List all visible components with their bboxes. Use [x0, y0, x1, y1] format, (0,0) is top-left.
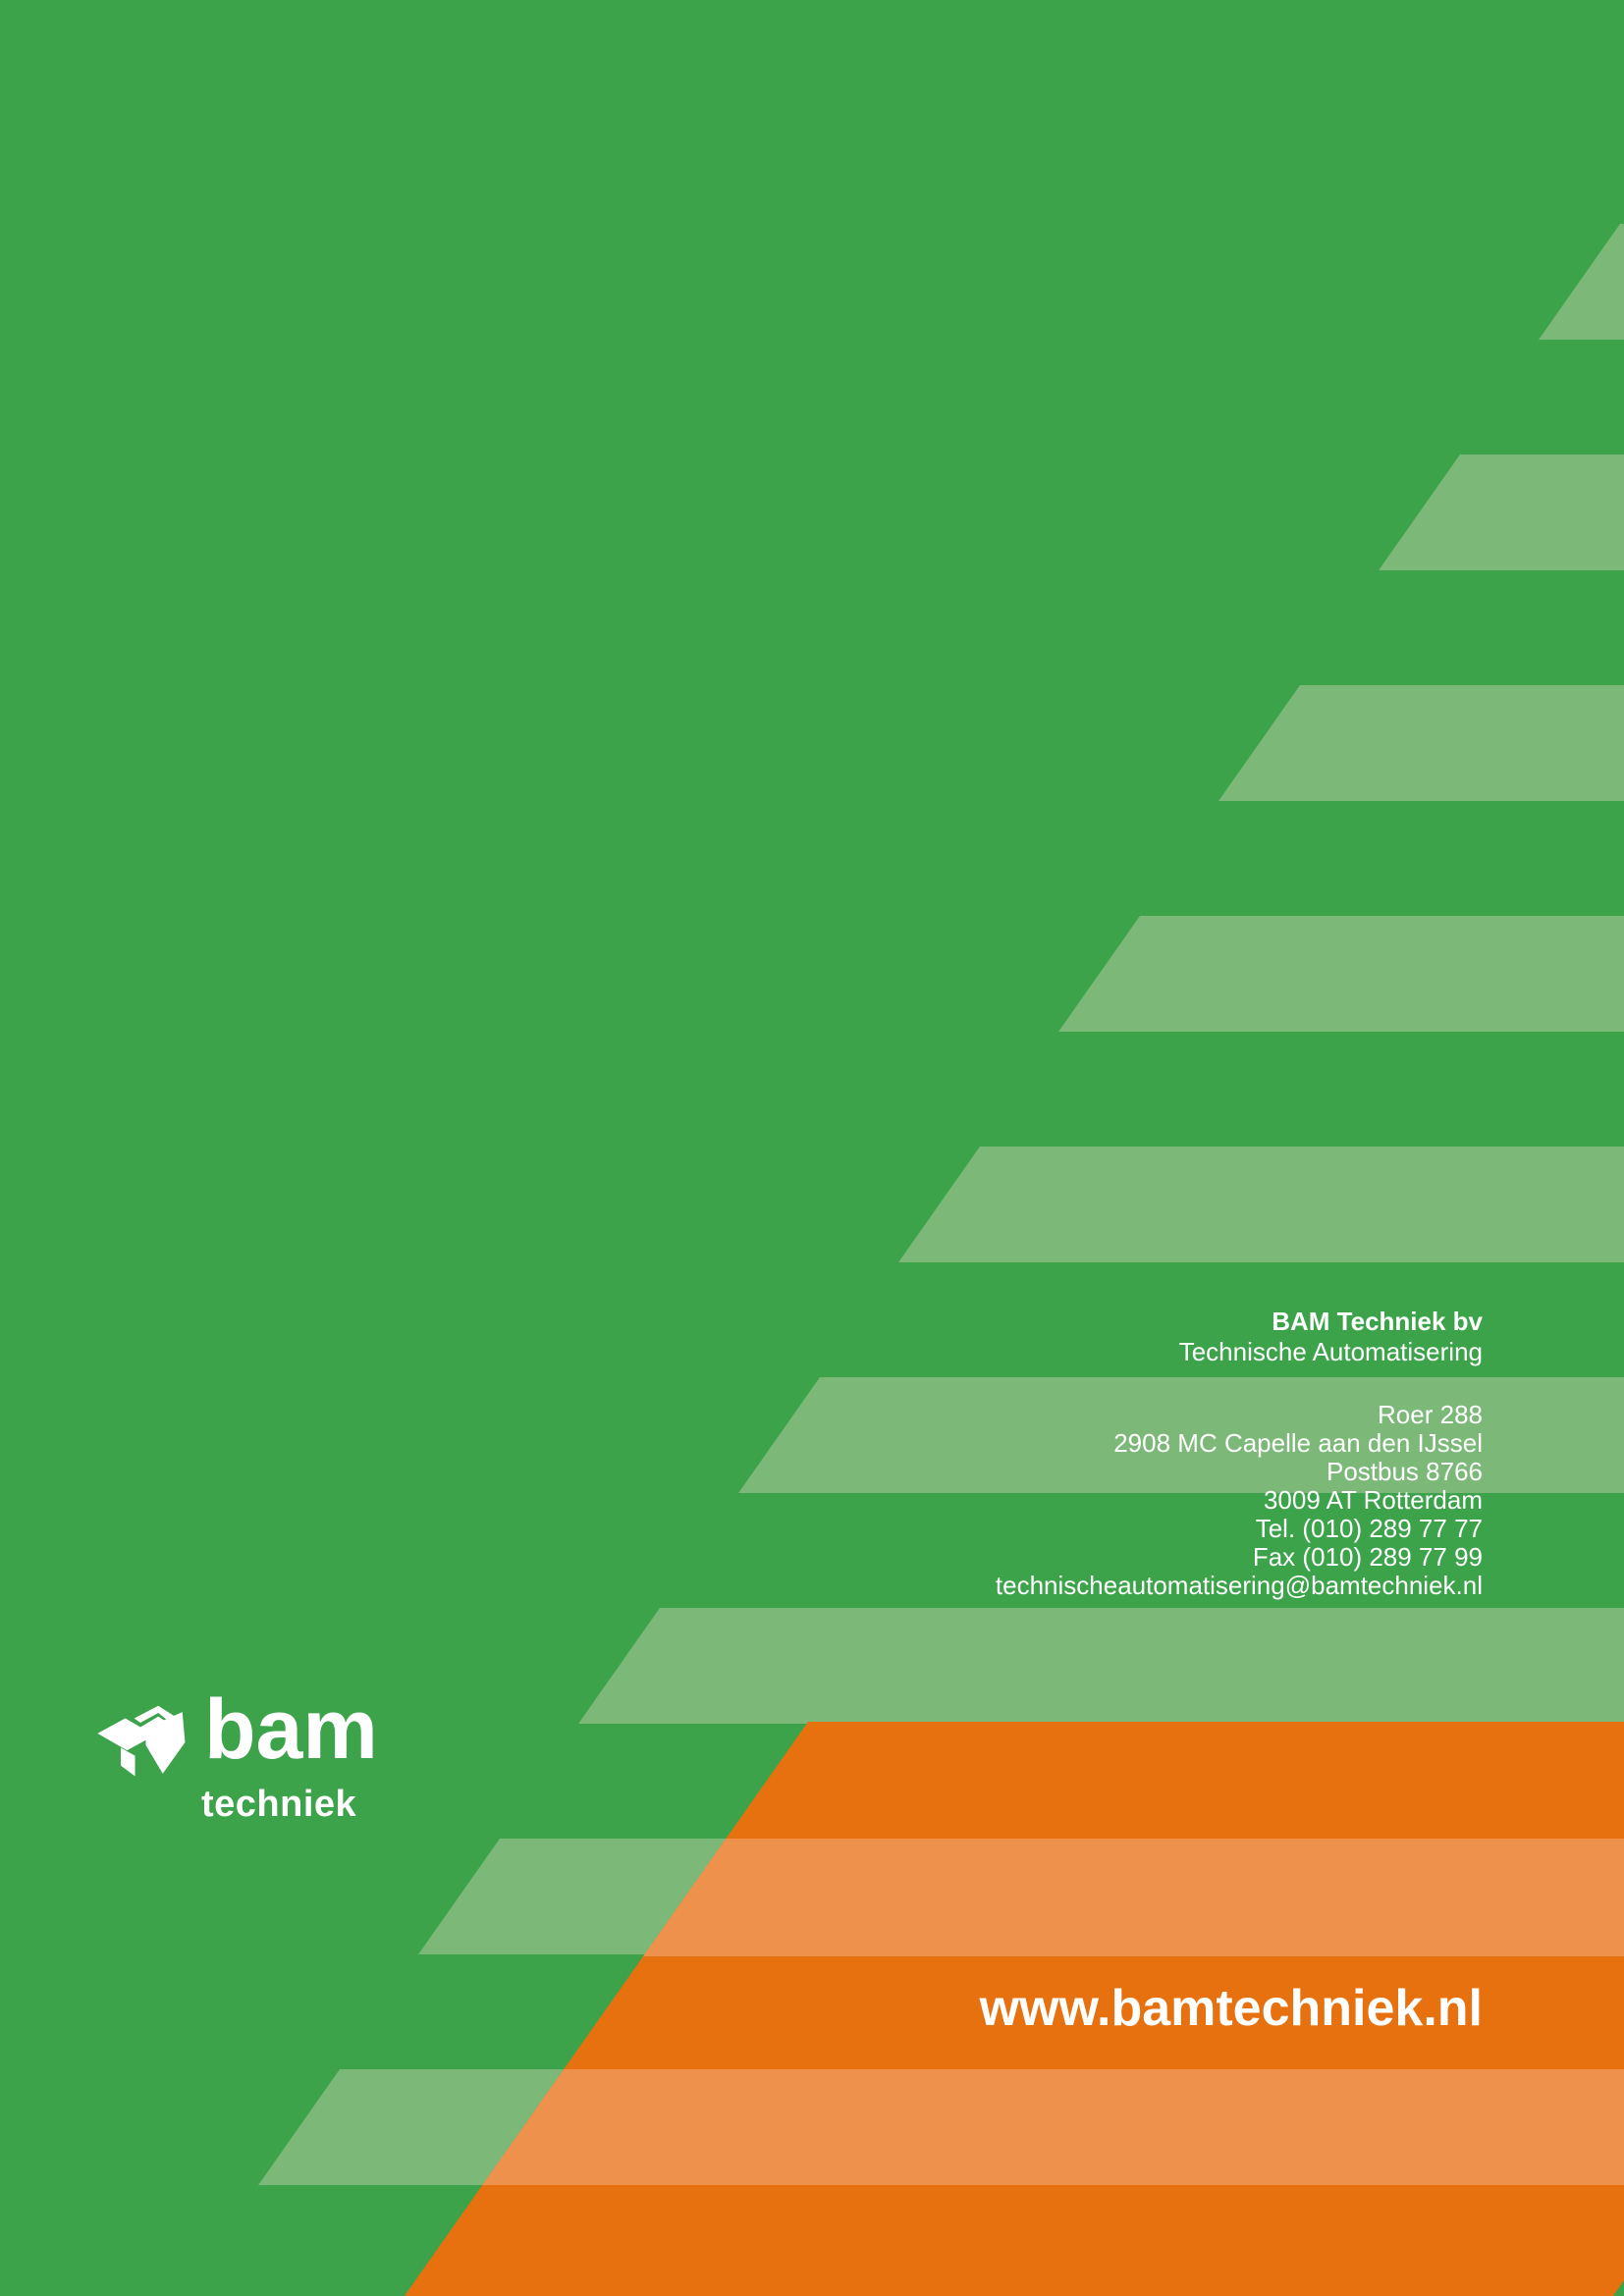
contact-block: BAM Techniek bv Technische Automatiserin…	[996, 1307, 1483, 1600]
address-line: Postbus 8766	[1326, 1457, 1483, 1486]
company-department: Technische Automatisering	[1178, 1337, 1483, 1366]
address-line: 3009 AT Rotterdam	[1263, 1485, 1483, 1515]
diagonal-stripe	[1539, 224, 1624, 340]
address-line: 2908 MC Capelle aan den IJssel	[1113, 1428, 1483, 1458]
phone-line: Tel. (010) 289 77 77	[1255, 1514, 1483, 1543]
address-line: Roer 288	[1378, 1400, 1483, 1429]
logo-division-text: techniek	[201, 1784, 357, 1825]
diagonal-stripe	[1218, 685, 1624, 801]
company-header: BAM Techniek bv Technische Automatiserin…	[996, 1307, 1483, 1367]
website-url: www.bamtechniek.nl	[979, 1980, 1483, 2037]
bam-chevron-mark-icon	[97, 1705, 186, 1777]
light-orange-stripe	[643, 1839, 1624, 1956]
diagonal-stripe	[898, 1147, 1624, 1262]
diagonal-stripe	[578, 1608, 1624, 1724]
diagonal-stripe	[1379, 454, 1624, 570]
bam-logo: bam techniek	[91, 1687, 378, 1829]
light-orange-stripe	[482, 2069, 1624, 2185]
logo-brand-text: bam	[204, 1682, 378, 1777]
address-block: Roer 288 2908 MC Capelle aan den IJssel …	[996, 1401, 1483, 1600]
company-name: BAM Techniek bv	[1272, 1307, 1483, 1336]
diagonal-stripe	[1058, 916, 1624, 1032]
email-line: technischeautomatisering@bamtechniek.nl	[995, 1571, 1483, 1600]
fax-line: Fax (010) 289 77 99	[1252, 1542, 1483, 1572]
